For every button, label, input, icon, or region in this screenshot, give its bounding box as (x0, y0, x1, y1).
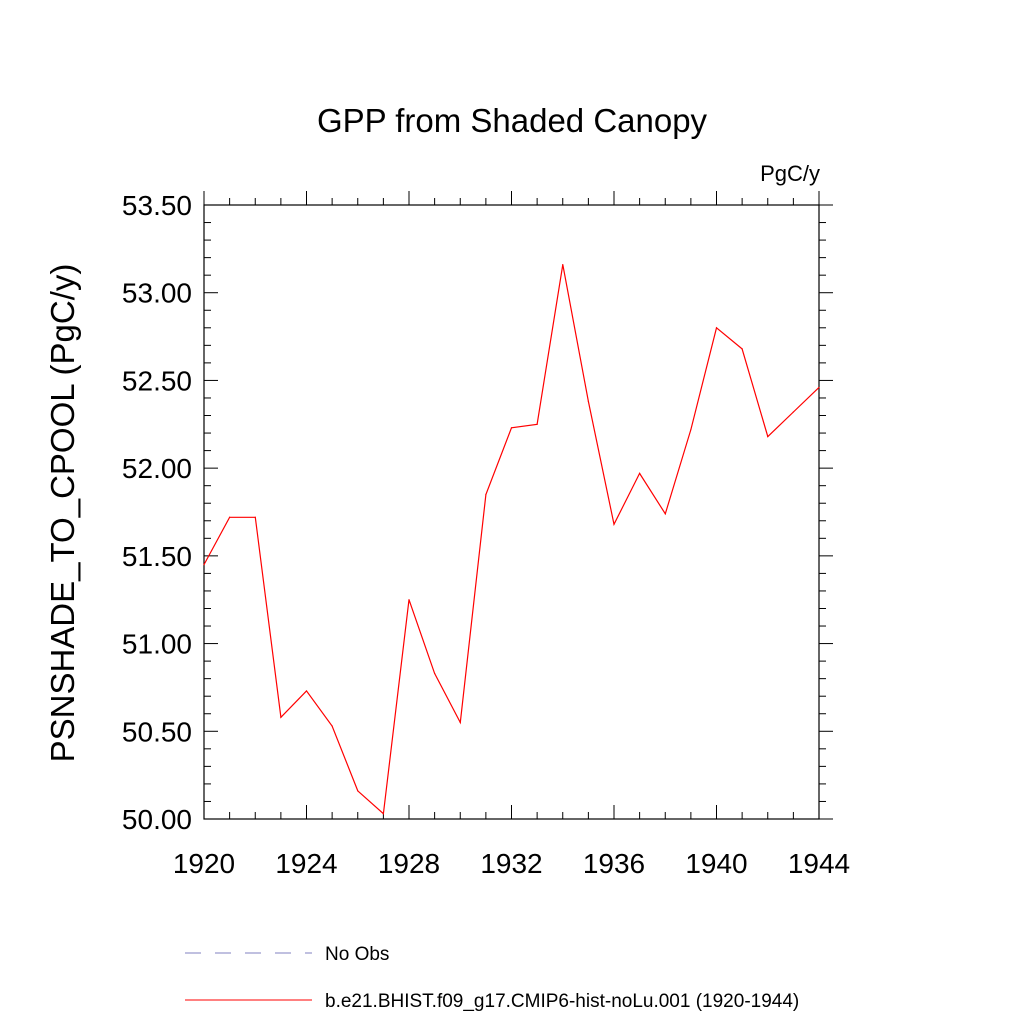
data-point (715, 327, 718, 329)
data-point (280, 716, 282, 718)
legend-label: No Obs (325, 944, 389, 965)
data-point (613, 523, 615, 525)
data-point (536, 423, 538, 425)
plot-frame (203, 204, 820, 820)
data-point (434, 672, 436, 674)
series-layer (203, 264, 820, 815)
data-point (459, 721, 461, 724)
data-point (639, 472, 641, 475)
data-point (741, 348, 743, 350)
y-tick-label: 53.00 (122, 278, 192, 309)
y-tick-label: 50.50 (122, 716, 192, 747)
y-tick-label: 53.50 (122, 190, 192, 221)
x-tick-label: 1940 (685, 848, 747, 879)
data-point (587, 400, 589, 403)
data-point (562, 264, 564, 266)
y-tick-label: 51.00 (122, 629, 192, 660)
series-line (203, 264, 820, 815)
data-point (767, 435, 769, 438)
data-point (818, 386, 820, 389)
data-point (664, 513, 666, 515)
y-tick-label: 52.00 (122, 453, 192, 484)
data-point (229, 516, 231, 518)
data-point (485, 493, 487, 496)
legend: No Obs b.e21.BHIST.f09_g17.CMIP6-hist-noL… (185, 944, 799, 1012)
data-point (357, 790, 359, 792)
data-point (203, 564, 205, 566)
x-tick-label: 1944 (788, 848, 850, 879)
chart-title: GPP from Shaded Canopy (317, 102, 708, 139)
x-tick-label: 1924 (275, 848, 337, 879)
data-point (792, 411, 794, 413)
data-point (382, 813, 384, 815)
x-tick-label: 1936 (583, 848, 645, 879)
data-point (254, 516, 256, 518)
data-point (305, 690, 308, 692)
tick-labels: 1920 1924 1928 1932 1936 1940 1944 50.00 50.50 51… (122, 190, 850, 879)
units-label: PgC/y (760, 161, 820, 186)
data-point (331, 725, 333, 727)
x-tick-label: 1920 (173, 848, 235, 879)
axis-ticks (203, 191, 833, 820)
y-axis-label: PSNSHADE_TO_CPOOL (PgC/y) (44, 264, 81, 763)
legend-label: b.e21.BHIST.f09_g17.CMIP6-hist-noLu.001 … (325, 991, 799, 1012)
data-point (408, 599, 410, 601)
y-tick-label: 50.00 (122, 804, 192, 835)
x-tick-label: 1928 (378, 848, 440, 879)
x-tick-label: 1932 (480, 848, 542, 879)
data-point (510, 427, 513, 429)
data-point (690, 428, 692, 431)
y-tick-label: 52.50 (122, 365, 192, 396)
y-tick-label: 51.50 (122, 541, 192, 572)
